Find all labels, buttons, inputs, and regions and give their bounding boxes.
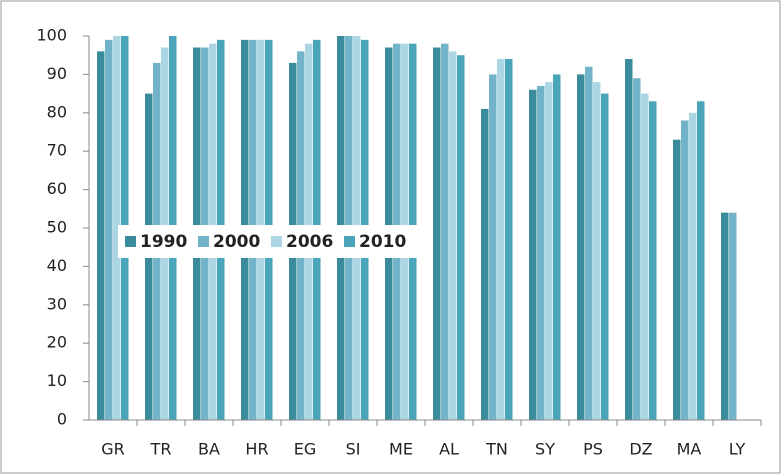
x-tick-label: HR (245, 440, 268, 459)
y-tick-label: 0 (57, 410, 67, 429)
bar (449, 51, 457, 421)
bar (497, 59, 505, 420)
y-tick-label: 40 (47, 256, 67, 275)
x-tick-label: LY (729, 440, 746, 459)
bar (97, 51, 105, 421)
bar (537, 85, 545, 421)
x-tick-label: TN (485, 440, 508, 459)
x-tick-label: ME (389, 440, 413, 459)
legend-swatch (344, 236, 355, 247)
y-tick-label: 30 (47, 294, 67, 313)
bar (489, 74, 497, 421)
y-tick-label: 10 (47, 371, 67, 390)
x-tick-label: MA (677, 440, 702, 459)
x-tick-label: GR (101, 440, 125, 459)
legend-box (118, 225, 418, 258)
x-tick-label: PS (583, 440, 603, 459)
bar (729, 212, 737, 420)
legend-label: 2006 (286, 232, 333, 252)
x-tick-label: SY (535, 440, 555, 459)
bar (633, 78, 641, 421)
bar (681, 120, 689, 420)
bar (105, 39, 113, 421)
y-tick-label: 90 (47, 64, 67, 83)
x-tick-label: BA (198, 440, 220, 459)
bar (673, 139, 681, 420)
y-tick-label: 80 (47, 102, 67, 121)
bar (553, 74, 561, 421)
bar (697, 101, 705, 420)
bar (585, 66, 593, 420)
bar (601, 93, 609, 420)
y-tick-label: 60 (47, 179, 67, 198)
x-tick-label: AL (439, 440, 459, 459)
bar (529, 89, 537, 420)
legend-label: 2010 (359, 232, 406, 252)
bar (481, 108, 489, 421)
x-tick-label: SI (346, 440, 361, 459)
x-tick-label: DZ (629, 440, 652, 459)
x-tick-label: TR (150, 440, 172, 459)
bar (641, 93, 649, 420)
y-tick-label: 100 (36, 26, 67, 45)
bar (505, 59, 513, 420)
bar (433, 47, 441, 421)
legend-label: 1990 (140, 232, 187, 252)
bar (625, 59, 633, 420)
bar (457, 55, 465, 420)
y-tick-label: 50 (47, 218, 67, 237)
bar (113, 36, 121, 420)
y-tick-label: 70 (47, 141, 67, 160)
bar (689, 112, 697, 421)
bar (593, 82, 601, 420)
bar (649, 101, 657, 420)
legend-swatch (198, 236, 209, 247)
bar (545, 82, 553, 420)
legend-swatch (125, 236, 136, 247)
bar (577, 74, 585, 421)
legend-swatch (271, 236, 282, 247)
legend-label: 2000 (213, 232, 260, 252)
y-tick-label: 20 (47, 333, 67, 352)
bar (441, 43, 449, 421)
bar (721, 212, 729, 420)
x-tick-label: EG (294, 440, 317, 459)
